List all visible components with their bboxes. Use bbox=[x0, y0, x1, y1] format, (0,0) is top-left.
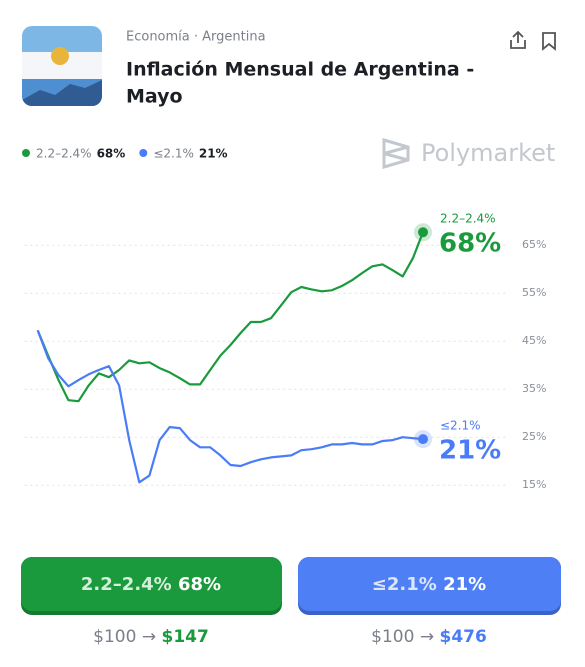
brand-logo: Polymarket bbox=[382, 138, 555, 169]
button-label[interactable]: 2.2–2.4% bbox=[81, 574, 172, 595]
legend-label: ≤2.1% bbox=[153, 147, 194, 161]
legend-value: 68% bbox=[97, 147, 126, 161]
end-dot bbox=[418, 227, 428, 238]
legend-label: 2.2–2.4% bbox=[36, 147, 92, 161]
category: Economía · Argentina bbox=[126, 30, 266, 45]
share-button[interactable] bbox=[510, 30, 526, 49]
end-label: ≤2.1% bbox=[440, 419, 481, 433]
payout: $100 → $476 bbox=[371, 627, 487, 647]
button-label[interactable]: ≤2.1% bbox=[372, 574, 437, 595]
brand-name: Polymarket bbox=[421, 139, 555, 167]
series-line bbox=[36, 330, 425, 484]
y-tick-label: 35% bbox=[522, 382, 546, 395]
stake: $100 → bbox=[93, 627, 156, 647]
title: Inflación Mensual de Argentina - bbox=[126, 59, 474, 81]
market-image bbox=[22, 26, 102, 106]
end-dot bbox=[418, 434, 428, 445]
chart: 15% 25% 35% 45% 55% 65% 2.2–2.4% 68% ≤2.1% 21% 2.2… bbox=[22, 147, 546, 491]
y-tick-label: 45% bbox=[522, 334, 546, 347]
y-tick-label: 25% bbox=[522, 430, 546, 443]
y-tick-label: 55% bbox=[522, 286, 546, 299]
end-value: 21% bbox=[439, 436, 501, 466]
payout: $100 → $147 bbox=[93, 627, 209, 647]
y-tick-label: 15% bbox=[522, 478, 546, 491]
end-value: 68% bbox=[439, 229, 501, 259]
buy-button-face[interactable] bbox=[298, 557, 561, 611]
button-price[interactable]: 21% bbox=[443, 574, 486, 595]
button-text[interactable]: ≤2.1% 21% bbox=[372, 574, 486, 595]
title: Mayo bbox=[126, 86, 183, 108]
bookmark-button[interactable] bbox=[542, 32, 556, 51]
legend-value: 21% bbox=[199, 147, 228, 161]
legend-dot bbox=[22, 149, 30, 157]
button-price[interactable]: 68% bbox=[178, 574, 221, 595]
payout-amount: $476 bbox=[440, 627, 487, 647]
end-label: 2.2–2.4% bbox=[440, 212, 496, 226]
stake: $100 → bbox=[371, 627, 434, 647]
legend-dot bbox=[139, 149, 148, 157]
series-line bbox=[36, 231, 425, 403]
button-text[interactable]: 2.2–2.4% 68% bbox=[81, 574, 221, 595]
y-tick-label: 65% bbox=[522, 238, 546, 251]
buy-button-face[interactable] bbox=[21, 557, 282, 611]
payout-amount: $147 bbox=[162, 627, 209, 647]
